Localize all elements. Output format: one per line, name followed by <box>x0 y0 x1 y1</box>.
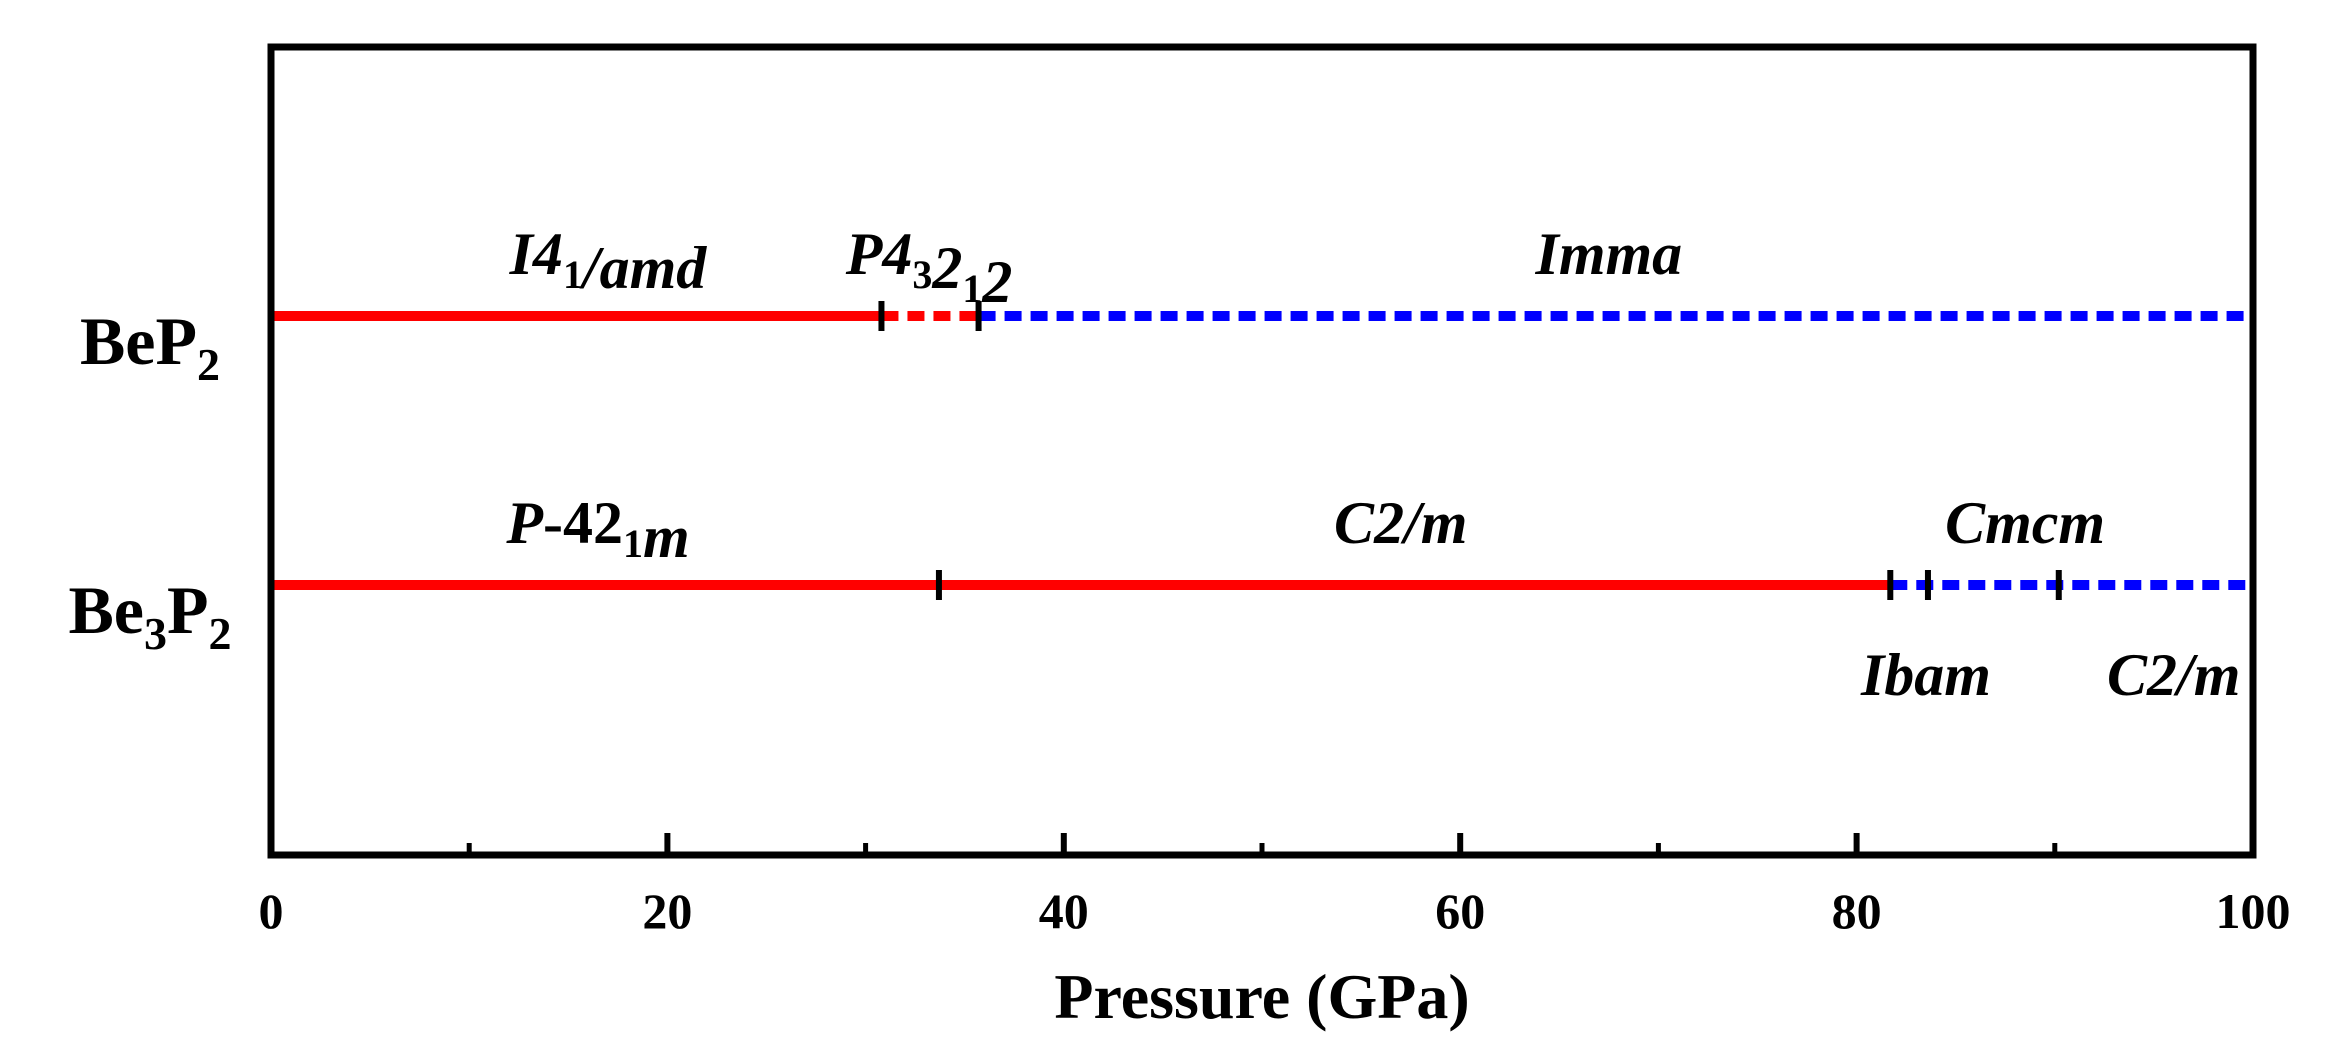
phase-label: P43212 <box>845 221 1013 315</box>
x-tick-label: 100 <box>2216 883 2291 939</box>
phase-label: Cmcm <box>1945 490 2105 556</box>
phase-labels: I41/amd P43212 Imma P-421m C2/m Cmcm Ibam C2/m <box>505 221 2240 708</box>
compound-labels: BeP2 Be3P2 <box>68 303 231 659</box>
x-tick-label: 80 <box>1832 883 1882 939</box>
phase-lines <box>271 311 2253 590</box>
x-tick-label: 60 <box>1435 883 1485 939</box>
x-tick-label: 0 <box>259 883 284 939</box>
x-tick-label: 20 <box>642 883 692 939</box>
phase-label: P-421m <box>505 490 689 570</box>
compound-label-bep2: BeP2 <box>80 303 220 390</box>
phase-label: I41/amd <box>509 221 708 301</box>
x-tick-labels: 0 20 40 60 80 100 <box>259 883 2291 939</box>
x-tick-label: 40 <box>1039 883 1089 939</box>
phase-label: C2/m <box>1334 490 1467 556</box>
phase-label: Imma <box>1534 221 1682 287</box>
transition-markers <box>878 301 2062 600</box>
plot-frame <box>267 43 2257 859</box>
x-axis-title: Pressure (GPa) <box>1054 961 1469 1032</box>
phase-label: Ibam <box>1860 642 1991 708</box>
compound-label-be3p2: Be3P2 <box>68 572 231 659</box>
phase-label: C2/m <box>2107 642 2240 708</box>
